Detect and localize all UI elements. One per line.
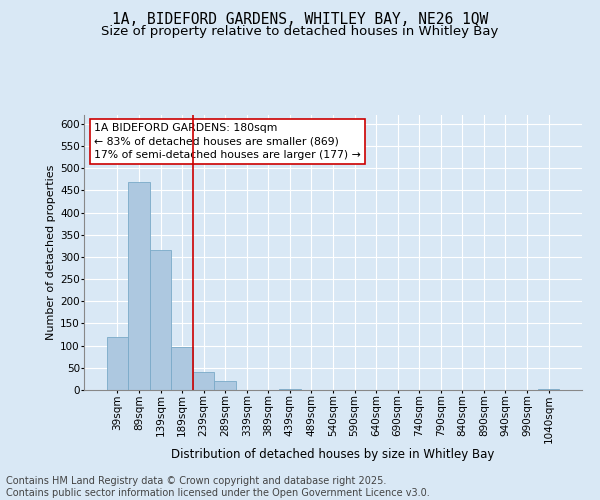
Bar xyxy=(172,346,193,390)
Y-axis label: Number of detached properties: Number of detached properties xyxy=(46,165,56,340)
Text: Size of property relative to detached houses in Whitley Bay: Size of property relative to detached ho… xyxy=(101,25,499,38)
X-axis label: Distribution of detached houses by size in Whitley Bay: Distribution of detached houses by size … xyxy=(172,448,494,461)
Text: 1A, BIDEFORD GARDENS, WHITLEY BAY, NE26 1QW: 1A, BIDEFORD GARDENS, WHITLEY BAY, NE26 … xyxy=(112,12,488,28)
Bar xyxy=(193,372,214,390)
Bar xyxy=(214,381,236,390)
Bar xyxy=(128,182,150,390)
Bar xyxy=(150,250,172,390)
Text: Contains HM Land Registry data © Crown copyright and database right 2025.
Contai: Contains HM Land Registry data © Crown c… xyxy=(6,476,430,498)
Bar xyxy=(538,389,559,390)
Bar xyxy=(279,389,301,390)
Bar xyxy=(107,337,128,390)
Text: 1A BIDEFORD GARDENS: 180sqm
← 83% of detached houses are smaller (869)
17% of se: 1A BIDEFORD GARDENS: 180sqm ← 83% of det… xyxy=(94,123,361,160)
